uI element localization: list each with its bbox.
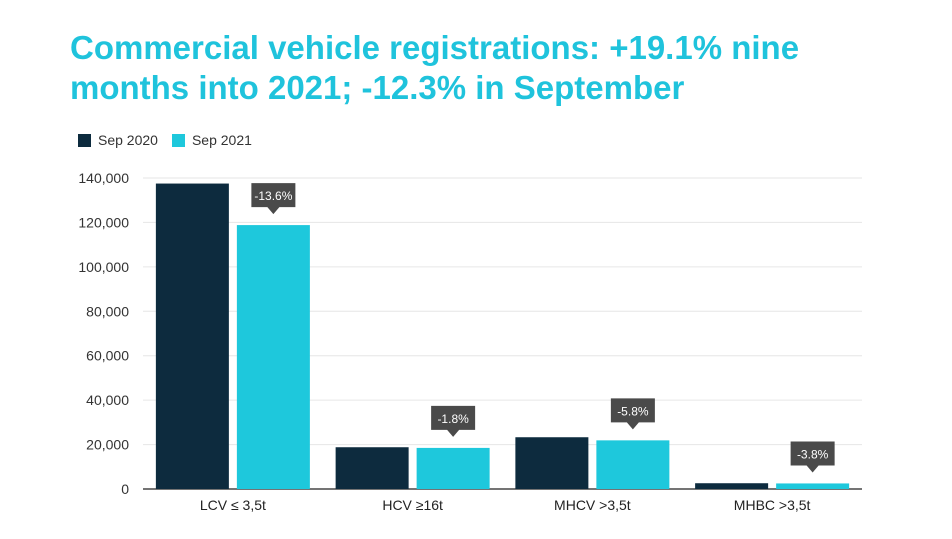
bar-sep-2021	[236, 225, 310, 489]
y-tick-label: 80,000	[86, 303, 129, 319]
bar-sep-2020	[155, 183, 229, 489]
legend-item-sep-2021: Sep 2021	[171, 132, 252, 148]
y-tick-label: 140,000	[78, 170, 129, 186]
legend-swatch-sep-2021	[171, 133, 185, 147]
y-tick-label: 40,000	[86, 392, 129, 408]
bar-sep-2021	[596, 440, 670, 489]
bar-sep-2020	[515, 437, 589, 489]
legend-swatch-sep-2020	[78, 133, 91, 147]
legend-label-sep-2021: Sep 2021	[191, 132, 252, 148]
callout-box	[251, 183, 296, 215]
chart-title: Commercial vehicle registrations: +19.1%…	[70, 28, 930, 108]
callout-label: -13.6%	[254, 189, 292, 203]
bar-sep-2021	[776, 483, 850, 489]
callout-box	[790, 441, 835, 473]
y-tick-label: 100,000	[78, 259, 129, 275]
chart-legend: Sep 2020 Sep 2021	[78, 132, 266, 148]
x-tick-label: HCV ≥16t	[382, 497, 443, 513]
x-tick-label: MHCV >3,5t	[554, 497, 631, 513]
callout-box	[610, 398, 655, 430]
chart-title-line-1: Commercial vehicle registrations: +19.1%…	[70, 29, 800, 66]
legend-label-sep-2020: Sep 2020	[98, 132, 158, 148]
y-tick-label: 60,000	[86, 348, 129, 364]
callout-label: -1.8%	[437, 412, 469, 426]
bar-sep-2020	[335, 447, 409, 489]
y-tick-label: 20,000	[86, 437, 129, 453]
callout-label: -3.8%	[797, 447, 829, 461]
y-tick-label: 120,000	[78, 214, 129, 230]
legend-item-sep-2020: Sep 2020	[78, 132, 158, 148]
bar-sep-2021	[416, 447, 490, 489]
bar-sep-2020	[695, 483, 769, 489]
x-tick-label: MHBC >3,5t	[734, 497, 811, 513]
x-tick-label: LCV ≤ 3,5t	[200, 497, 266, 513]
callout-box	[431, 405, 476, 437]
chart-title-line-2: months into 2021; -12.3% in September	[70, 69, 685, 106]
y-tick-label: 0	[121, 481, 129, 497]
callout-label: -5.8%	[617, 404, 649, 418]
